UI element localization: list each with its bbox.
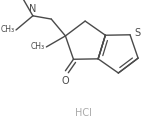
Text: O: O (62, 76, 69, 86)
Text: N: N (29, 4, 37, 14)
Text: HCl: HCl (75, 108, 91, 118)
Text: CH₃: CH₃ (30, 42, 44, 51)
Text: S: S (134, 28, 140, 38)
Text: CH₃: CH₃ (1, 25, 15, 34)
